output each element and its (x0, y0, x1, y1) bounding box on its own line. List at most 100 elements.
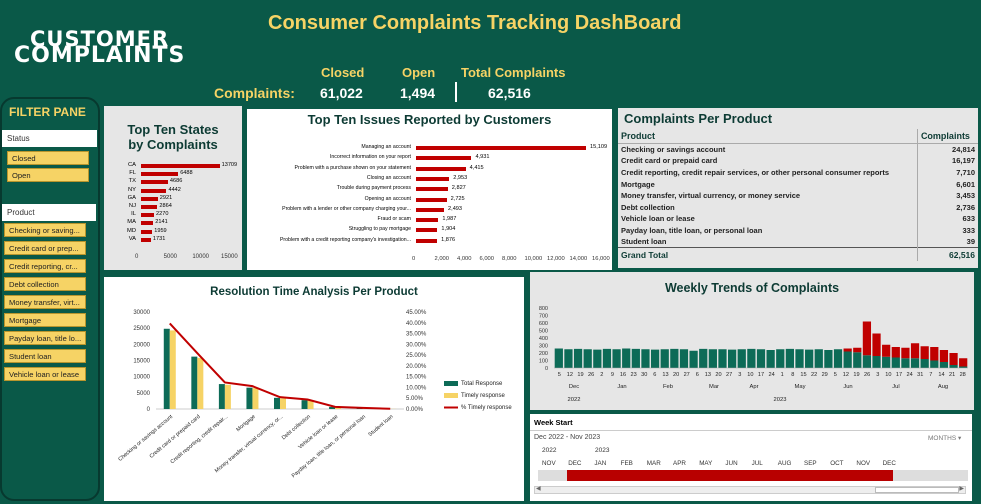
product-item[interactable]: Credit card or prep... (4, 241, 86, 255)
res-bar-total (246, 387, 253, 409)
state-bar (141, 229, 153, 234)
count-cell: 333 (916, 224, 978, 237)
weekly-ytick: 600 (539, 321, 548, 327)
table-row: Money transfer, virtual currency, or mon… (618, 189, 978, 202)
table-row: Debt collection 2,736 (618, 201, 978, 214)
issue-label: Problem with a lender or other company c… (282, 205, 411, 212)
count-cell: 16,197 (916, 155, 978, 167)
product-item[interactable]: Vehicle loan or lease (4, 367, 86, 381)
weekly-day-label: 19 (577, 372, 583, 378)
timeline-month[interactable]: JUL (751, 460, 763, 467)
weekly-bar-closed (622, 348, 631, 368)
issue-label: Struggling to pay mortgage (348, 226, 411, 233)
res-category-label: Checking or savings account (117, 414, 174, 463)
issue-xtick: 0 (412, 256, 416, 262)
issue-bar (416, 176, 450, 181)
res-ytick-right: 45.00% (406, 310, 427, 316)
weekly-bar-open (939, 350, 949, 362)
weekly-day-label: 28 (960, 372, 966, 378)
count-cell: 6,601 (916, 178, 978, 190)
timeline-month[interactable]: JAN (594, 460, 607, 467)
state-bar (141, 180, 168, 185)
weekly-bar-closed (920, 359, 929, 368)
product-slicer-header: Product (2, 204, 96, 221)
state-label: NJ (128, 203, 136, 209)
resolution-title: Resolution Time Analysis Per Product (210, 286, 418, 298)
weekly-bar-closed (959, 366, 968, 368)
per-product-panel: Complaints Per Product Product Complaint… (618, 108, 978, 268)
res-bar-timely (252, 388, 259, 409)
product-item[interactable]: Payday loan, title lo... (4, 331, 86, 345)
product-item[interactable]: Mortgage (4, 313, 86, 327)
state-label: VA (128, 235, 136, 242)
product-item[interactable]: Checking or saving... (4, 223, 86, 237)
resolution-chart: 0 5000 10000 15000 20000 25000 30000 0.00% 5.00%… (117, 310, 512, 479)
weekly-bar-open (862, 321, 872, 356)
scroll-right-icon[interactable]: ▶ (959, 486, 964, 492)
weekly-bar-closed (910, 358, 920, 368)
col-product[interactable]: Product (618, 129, 918, 144)
weekly-panel: Weekly Trends of Complaints 0 100 200 300 40… (530, 272, 974, 410)
count-cell: 24,814 (916, 143, 978, 156)
timeline-month[interactable]: MAY (699, 460, 713, 467)
weekly-day-label: 24 (906, 372, 912, 378)
timeline-month[interactable]: NOV (856, 460, 871, 467)
timeline-month[interactable]: DEC (882, 460, 896, 467)
count-cell: 3,453 (916, 189, 978, 202)
weekly-month-label: Mar (709, 384, 719, 390)
timeline-unit-dropdown[interactable]: MONTHS ▾ (928, 434, 961, 442)
weekly-bar-closed (612, 349, 621, 368)
res-bar-total (163, 328, 170, 409)
timeline-month[interactable]: APR (673, 460, 686, 467)
res-category-label: Credit card or prepaid card (149, 414, 202, 460)
timeline-selection[interactable] (567, 470, 893, 481)
weekly-ytick: 0 (545, 366, 548, 372)
timeline-month[interactable]: DEC (568, 460, 582, 467)
scrollbar-thumb[interactable] (875, 487, 959, 493)
product-item[interactable]: Debt collection (4, 277, 86, 291)
timeline-month[interactable]: NOV (542, 460, 556, 467)
kpi-open-label: Open (402, 65, 436, 80)
top-states-title-1: Top Ten States (127, 122, 219, 137)
timeline-month[interactable]: OCT (830, 460, 844, 467)
issue-xtick: 8,000 (502, 256, 517, 262)
weekly-day-label: 27 (684, 372, 690, 378)
weekly-month-label: Jul (892, 384, 899, 390)
res-bar-timely (280, 398, 286, 409)
weekly-bar-closed (699, 348, 708, 368)
weekly-bar-closed (554, 348, 563, 368)
resolution-panel: Resolution Time Analysis Per Product 0 50… (104, 277, 524, 501)
timeline-title: Week Start (530, 414, 972, 431)
weekly-title: Weekly Trends of Complaints (664, 281, 840, 295)
product-cell: Money transfer, virtual currency, or mon… (621, 191, 801, 201)
timeline-month[interactable]: SEP (804, 460, 817, 467)
timeline-month[interactable]: AUG (777, 460, 792, 467)
weekly-day-label: 20 (715, 372, 721, 378)
product-item[interactable]: Student loan (4, 349, 86, 363)
status-item-open[interactable]: Open (7, 168, 89, 182)
res-ytick: 5000 (137, 391, 151, 397)
weekly-month-label: Dec (569, 384, 579, 390)
weekly-month-label: Jun (843, 384, 852, 390)
product-item[interactable]: Credit reporting, cr... (4, 259, 86, 273)
res-ytick: 0 (147, 407, 151, 413)
count-cell: 7,710 (916, 166, 978, 179)
product-item[interactable]: Money transfer, virt... (4, 295, 86, 309)
issue-xtick: 2,000 (434, 256, 450, 262)
table-row: Payday loan, title loan, or personal loa… (618, 224, 978, 237)
weekly-day-label: 21 (949, 372, 955, 378)
timeline-month[interactable]: JUN (725, 460, 738, 467)
status-item-closed[interactable]: Closed (7, 151, 89, 165)
scroll-left-icon[interactable]: ◀ (536, 486, 541, 492)
col-complaints[interactable]: Complaints (916, 129, 978, 144)
status-slicer-header: Status (2, 130, 97, 147)
weekly-bar-closed (814, 349, 823, 368)
timeline-months: NOV DEC JAN FEB MAR APR MAY JUN JUL AUG SEP OCT NOV D… (530, 460, 972, 470)
timeline-month[interactable]: FEB (620, 460, 633, 467)
timeline-month[interactable]: MAR (646, 460, 661, 467)
timeline-scrollbar[interactable]: ◀ ▶ (534, 486, 966, 494)
kpi-closed-label: Closed (321, 65, 365, 80)
product-cell: Vehicle loan or lease (621, 214, 695, 224)
product-cell: Credit card or prepaid card (621, 156, 718, 166)
state-label: NY (127, 186, 136, 193)
